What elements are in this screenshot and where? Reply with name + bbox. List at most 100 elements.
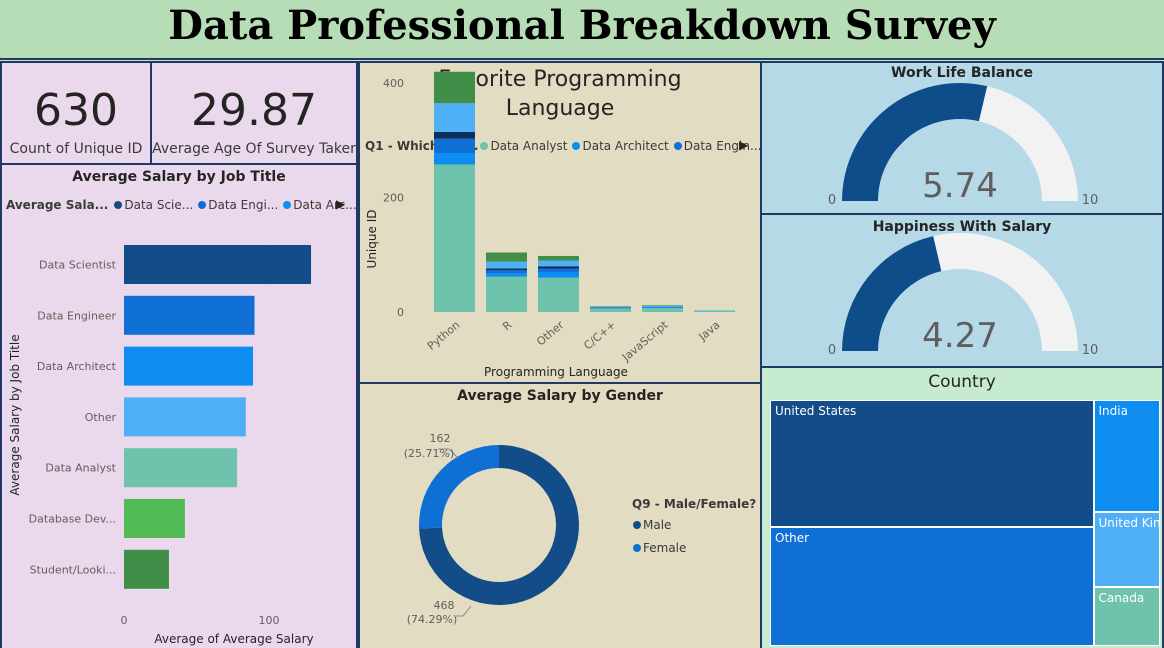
- gauge-max-label: 10: [1082, 343, 1099, 358]
- x-tick-label: 100: [259, 614, 280, 627]
- bar: [124, 499, 185, 538]
- gauge-work-life-title: Work Life Balance: [891, 65, 1033, 81]
- fav-language-chart: 0 200 400 Unique ID Python R Other C/C++ JavaScr…: [365, 71, 735, 379]
- data-label-percent: (74.29%): [407, 613, 458, 626]
- card-unique-id-label: Count of Unique ID: [9, 141, 143, 157]
- treemap-cell[interactable]: India: [1093, 400, 1160, 513]
- category-label: Data Engineer: [37, 309, 116, 322]
- legend-item-female[interactable]: Female: [633, 541, 686, 555]
- legend-item[interactable]: Data Engi...: [198, 198, 278, 212]
- treemap-label: United States: [775, 404, 857, 418]
- bar-segment: [538, 271, 579, 278]
- category-label: C/C++: [581, 318, 618, 352]
- salary-by-gender-chart: 468(74.29%) 162 (25.71%): [404, 432, 579, 626]
- bar-segment: [590, 306, 631, 308]
- salary-by-gender-panel[interactable]: Average Salary by Gender 468 (74.29%) 162 (…: [358, 382, 762, 648]
- bar: [124, 448, 238, 488]
- card-avg-age[interactable]: 29.87 Average Age Of Survey Taker: [150, 61, 358, 165]
- category-label: Other: [534, 318, 567, 348]
- bar-segment: [486, 261, 527, 269]
- category-label: Database Dev...: [29, 513, 116, 526]
- legend-item[interactable]: Data Architect: [572, 139, 669, 153]
- y-axis-title: Unique ID: [365, 210, 379, 269]
- legend-item-male[interactable]: Male: [633, 518, 671, 532]
- bar-segment: [538, 277, 579, 312]
- card-unique-id[interactable]: 630 Count of Unique ID: [0, 61, 152, 165]
- gauge-min-label: 0: [828, 193, 836, 208]
- category-label: Data Architect: [37, 360, 117, 373]
- bar: [124, 549, 169, 589]
- gauge-work-life-panel[interactable]: Work Life Balance 5.74 0 10: [760, 61, 1164, 215]
- bar-segment: [590, 307, 631, 309]
- bar: [124, 346, 254, 386]
- gauge-fill: [842, 82, 988, 201]
- bar-segment: [538, 255, 579, 261]
- country-panel[interactable]: Country United States Other India United Ki…: [760, 366, 1164, 648]
- category-label: Python: [425, 318, 463, 352]
- category-label: Data Scientist: [39, 259, 117, 272]
- y-axis-title: Average Salary by Job Title: [8, 334, 22, 495]
- gender-legend-title: Q9 - Male/Female?: [632, 497, 757, 511]
- treemap-cell[interactable]: Other: [770, 527, 1094, 646]
- bar-segment: [538, 266, 579, 269]
- country-title: Country: [928, 372, 996, 392]
- gauge-work-life: 5.74 0 10: [828, 82, 1098, 208]
- bar-segment: [642, 307, 683, 312]
- bar-segment: [642, 305, 683, 306]
- bar-segment: [694, 310, 735, 312]
- legend-item[interactable]: Data Engin...: [673, 139, 762, 153]
- category-label: Java: [695, 318, 722, 344]
- legend-next-arrow-icon[interactable]: ▶: [739, 138, 749, 152]
- salary-by-job-panel[interactable]: Average Salary by Job Title Average Sala…: [0, 163, 358, 648]
- bar-segment: [486, 270, 527, 274]
- legend-item[interactable]: Data Scie...: [114, 198, 193, 212]
- fav-language-title: Favorite Programming Language: [360, 65, 760, 123]
- gauge-min-label: 0: [828, 343, 836, 358]
- category-label: Student/Looki...: [30, 563, 116, 576]
- legend-item[interactable]: Data Arc...: [283, 198, 356, 212]
- y-tick-label: 400: [383, 77, 404, 90]
- bar-segment: [538, 268, 579, 272]
- country-treemap: United States Other India United King... Can…: [770, 400, 1160, 646]
- bar-segment: [434, 164, 475, 312]
- treemap-cell[interactable]: United States: [770, 400, 1094, 528]
- card-unique-id-value: 630: [34, 85, 118, 136]
- fav-language-title-line1: Favorite Programming: [438, 67, 682, 92]
- gauge-happiness: 4.27 0 10: [828, 233, 1099, 358]
- gauge-value: 5.74: [922, 166, 998, 206]
- title-bar: Data Professional Breakdown Survey: [0, 0, 1164, 60]
- bar-segment: [434, 138, 475, 153]
- leader-line: [456, 605, 472, 617]
- bar-segment: [434, 71, 475, 104]
- bar-segment: [486, 276, 527, 312]
- legend-dot: [633, 544, 641, 552]
- legend-label: Data Engin...: [683, 139, 762, 153]
- card-avg-age-value: 29.87: [191, 85, 317, 136]
- fav-language-panel[interactable]: Favorite Programming Language Q1 - Which…: [358, 61, 762, 384]
- treemap-label: India: [1098, 404, 1128, 418]
- gauge-happiness-panel[interactable]: Happiness With Salary 4.27 0 10: [760, 213, 1164, 368]
- legend-label: Female: [643, 541, 687, 555]
- bar-segment: [642, 307, 683, 308]
- category-label: R: [500, 318, 514, 333]
- fav-language-legend: Q1 - Which Titl... Data Analyst Data Arc…: [365, 139, 762, 153]
- treemap-cell[interactable]: United King...: [1093, 512, 1160, 588]
- salary-by-gender-title: Average Salary by Gender: [457, 388, 663, 404]
- treemap-cell[interactable]: Canada: [1093, 587, 1160, 646]
- fav-language-title-line2: Language: [505, 96, 615, 121]
- bar-segment: [486, 268, 527, 271]
- category-label: Data Analyst: [45, 462, 116, 475]
- legend-dot: [114, 201, 123, 209]
- card-avg-age-label: Average Age Of Survey Taker: [152, 141, 356, 157]
- bar-segment: [486, 252, 527, 262]
- gauge-fill: [842, 236, 942, 351]
- treemap-label: United King...: [1098, 516, 1160, 531]
- y-tick-label: 200: [383, 192, 404, 205]
- legend-next-arrow-icon[interactable]: ▶: [336, 197, 346, 211]
- bar-segment: [590, 308, 631, 312]
- bar-segment: [538, 260, 579, 267]
- data-label-value: 162: [430, 432, 451, 445]
- legend-item[interactable]: Data Analyst: [480, 139, 567, 153]
- legend-title: Average Sala...: [6, 198, 109, 212]
- legend-dot: [673, 142, 682, 150]
